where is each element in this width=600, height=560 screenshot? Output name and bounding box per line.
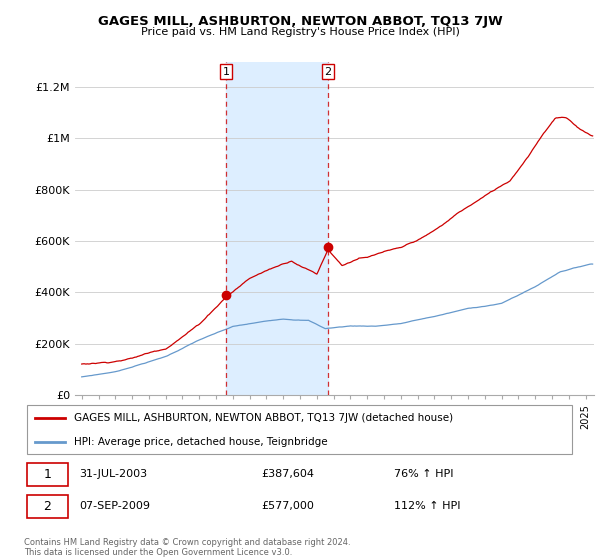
Text: 112% ↑ HPI: 112% ↑ HPI [394,501,460,511]
Text: GAGES MILL, ASHBURTON, NEWTON ABBOT, TQ13 7JW: GAGES MILL, ASHBURTON, NEWTON ABBOT, TQ1… [98,15,502,28]
Bar [226,62,328,395]
Text: 1: 1 [43,468,51,481]
Text: 1: 1 [223,67,229,77]
Text: 07-SEP-2009: 07-SEP-2009 [79,501,150,511]
Text: Price paid vs. HM Land Registry's House Price Index (HPI): Price paid vs. HM Land Registry's House … [140,27,460,37]
Text: £387,604: £387,604 [262,469,314,479]
FancyBboxPatch shape [27,463,68,486]
Text: Contains HM Land Registry data © Crown copyright and database right 2024.
This d: Contains HM Land Registry data © Crown c… [24,538,350,557]
Text: 76% ↑ HPI: 76% ↑ HPI [394,469,454,479]
Text: 2: 2 [325,67,332,77]
Text: £577,000: £577,000 [262,501,314,511]
FancyBboxPatch shape [27,405,572,454]
Text: 31-JUL-2003: 31-JUL-2003 [79,469,148,479]
Text: GAGES MILL, ASHBURTON, NEWTON ABBOT, TQ13 7JW (detached house): GAGES MILL, ASHBURTON, NEWTON ABBOT, TQ1… [74,413,453,423]
Text: 2: 2 [43,500,51,513]
Text: HPI: Average price, detached house, Teignbridge: HPI: Average price, detached house, Teig… [74,437,328,447]
FancyBboxPatch shape [27,494,68,518]
